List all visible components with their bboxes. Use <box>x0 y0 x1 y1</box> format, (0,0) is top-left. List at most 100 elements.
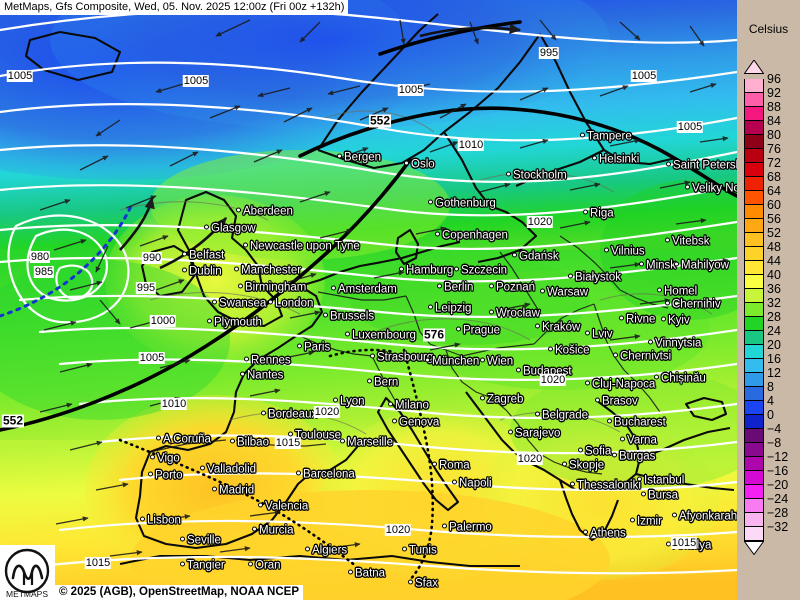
legend-swatch <box>744 331 764 345</box>
legend-tick-label: 88 <box>767 100 781 114</box>
legend-tick-label: 12 <box>767 366 781 380</box>
legend-tick-label: 96 <box>767 72 781 86</box>
legend-stop[interactable]: 92 <box>743 86 800 107</box>
legend-tick-label: 92 <box>767 86 781 100</box>
legend-swatch <box>744 513 764 527</box>
legend-swatch <box>744 93 764 107</box>
legend-swatch <box>744 261 764 275</box>
legend-stop[interactable]: −16 <box>743 464 800 485</box>
legend-stop[interactable]: −4 <box>743 422 800 443</box>
legend-stop[interactable]: 16 <box>743 352 800 373</box>
legend-stop[interactable]: 96 <box>743 72 800 93</box>
legend-stop[interactable]: 88 <box>743 100 800 121</box>
legend-tick-label: 0 <box>767 408 774 422</box>
legend-cap-top-icon <box>743 59 765 74</box>
legend-stop[interactable]: 32 <box>743 296 800 317</box>
metmaps-logo-text: METMAPS <box>6 589 48 599</box>
coastline-layer <box>24 13 735 568</box>
legend-swatch <box>744 443 764 457</box>
legend-title: Celsius <box>748 22 789 36</box>
legend-stop[interactable]: 40 <box>743 268 800 289</box>
legend-stop[interactable]: −12 <box>743 450 800 471</box>
legend-tick-label: 84 <box>767 114 781 128</box>
legend-swatch <box>744 149 764 163</box>
legend-tick-label: −8 <box>767 436 782 450</box>
legend-stop[interactable]: 44 <box>743 254 800 275</box>
legend-tick-label: 64 <box>767 184 781 198</box>
legend-stop[interactable]: −28 <box>743 506 800 527</box>
legend-stop[interactable]: 68 <box>743 170 800 191</box>
legend-swatch <box>744 79 764 93</box>
legend-stop[interactable]: 4 <box>743 394 800 415</box>
metmaps-logo: METMAPS <box>0 545 55 600</box>
legend-stop[interactable]: 80 <box>743 128 800 149</box>
legend-swatch <box>744 527 764 541</box>
legend-tick-label: −16 <box>767 464 789 478</box>
legend-tick-label: 48 <box>767 240 781 254</box>
legend-stop[interactable]: 52 <box>743 226 800 247</box>
legend-stop[interactable]: −32 <box>743 520 800 541</box>
legend-stop[interactable]: 28 <box>743 310 800 331</box>
legend-swatch <box>744 387 764 401</box>
legend-tick-label: 36 <box>767 282 781 296</box>
legend-tick-label: 40 <box>767 268 781 282</box>
legend-scale[interactable]: 96 92 88 84 80 76 72 68 64 60 56 52 48 44 40 36 32 28 24 20… <box>743 59 800 560</box>
legend-swatch <box>744 317 764 331</box>
legend-tick-label: 60 <box>767 198 781 212</box>
legend-stop[interactable]: 8 <box>743 380 800 401</box>
legend-swatch <box>744 415 764 429</box>
legend-stop[interactable]: 72 <box>743 156 800 177</box>
weather-map-canvas[interactable]: 1005 1005 995 1005 1005 1005 1010 1020 980 985 990… <box>0 0 737 600</box>
legend-tick-label: 72 <box>767 156 781 170</box>
legend-stop[interactable]: −20 <box>743 478 800 499</box>
legend-tick-label: 80 <box>767 128 781 142</box>
metmaps-logo-icon: METMAPS <box>4 548 50 599</box>
map-render-surface <box>0 0 737 600</box>
legend-swatch <box>744 373 764 387</box>
legend-tick-label: 20 <box>767 338 781 352</box>
legend-stop[interactable]: 84 <box>743 114 800 135</box>
legend-swatch <box>744 457 764 471</box>
legend-swatch <box>744 121 764 135</box>
legend-tick-label: 56 <box>767 212 781 226</box>
legend-stop[interactable]: 76 <box>743 142 800 163</box>
legend-stop[interactable]: 48 <box>743 240 800 261</box>
legend-stop[interactable]: 64 <box>743 184 800 205</box>
legend-tick-label: 32 <box>767 296 781 310</box>
legend-swatch <box>744 275 764 289</box>
legend-swatch <box>744 429 764 443</box>
legend-tick-label: 52 <box>767 226 781 240</box>
legend-stop[interactable]: 60 <box>743 198 800 219</box>
legend-tick-label: −4 <box>767 422 782 436</box>
legend-stop[interactable]: 36 <box>743 282 800 303</box>
legend-swatch <box>744 191 764 205</box>
legend-tick-label: 8 <box>767 380 774 394</box>
color-legend[interactable]: Celsius 96 92 88 84 80 76 72 68 64 60 56 52 48 44 40 36… <box>737 0 800 600</box>
legend-swatch <box>744 163 764 177</box>
cold-front-layer <box>0 202 134 318</box>
legend-stop[interactable]: 56 <box>743 212 800 233</box>
legend-swatch <box>744 233 764 247</box>
legend-swatch <box>744 401 764 415</box>
legend-tick-label: 24 <box>767 324 781 338</box>
legend-stop[interactable]: 24 <box>743 324 800 345</box>
legend-swatch <box>744 135 764 149</box>
jet-streamline-layer <box>119 23 522 270</box>
legend-stop[interactable]: −8 <box>743 436 800 457</box>
legend-swatch <box>744 107 764 121</box>
legend-stop[interactable]: 12 <box>743 366 800 387</box>
legend-stop[interactable]: −24 <box>743 492 800 513</box>
legend-swatch <box>744 247 764 261</box>
legend-tick-label: −32 <box>767 520 789 534</box>
legend-tick-label: 68 <box>767 170 781 184</box>
legend-swatch <box>744 499 764 513</box>
legend-swatch <box>744 485 764 499</box>
wind-streamline-layer <box>39 19 729 557</box>
legend-tick-label: −20 <box>767 478 789 492</box>
legend-stop[interactable]: 0 <box>743 408 800 429</box>
legend-stop[interactable]: 20 <box>743 338 800 359</box>
legend-swatch <box>744 219 764 233</box>
front-layer <box>118 348 435 582</box>
thickness-layer <box>0 20 737 432</box>
